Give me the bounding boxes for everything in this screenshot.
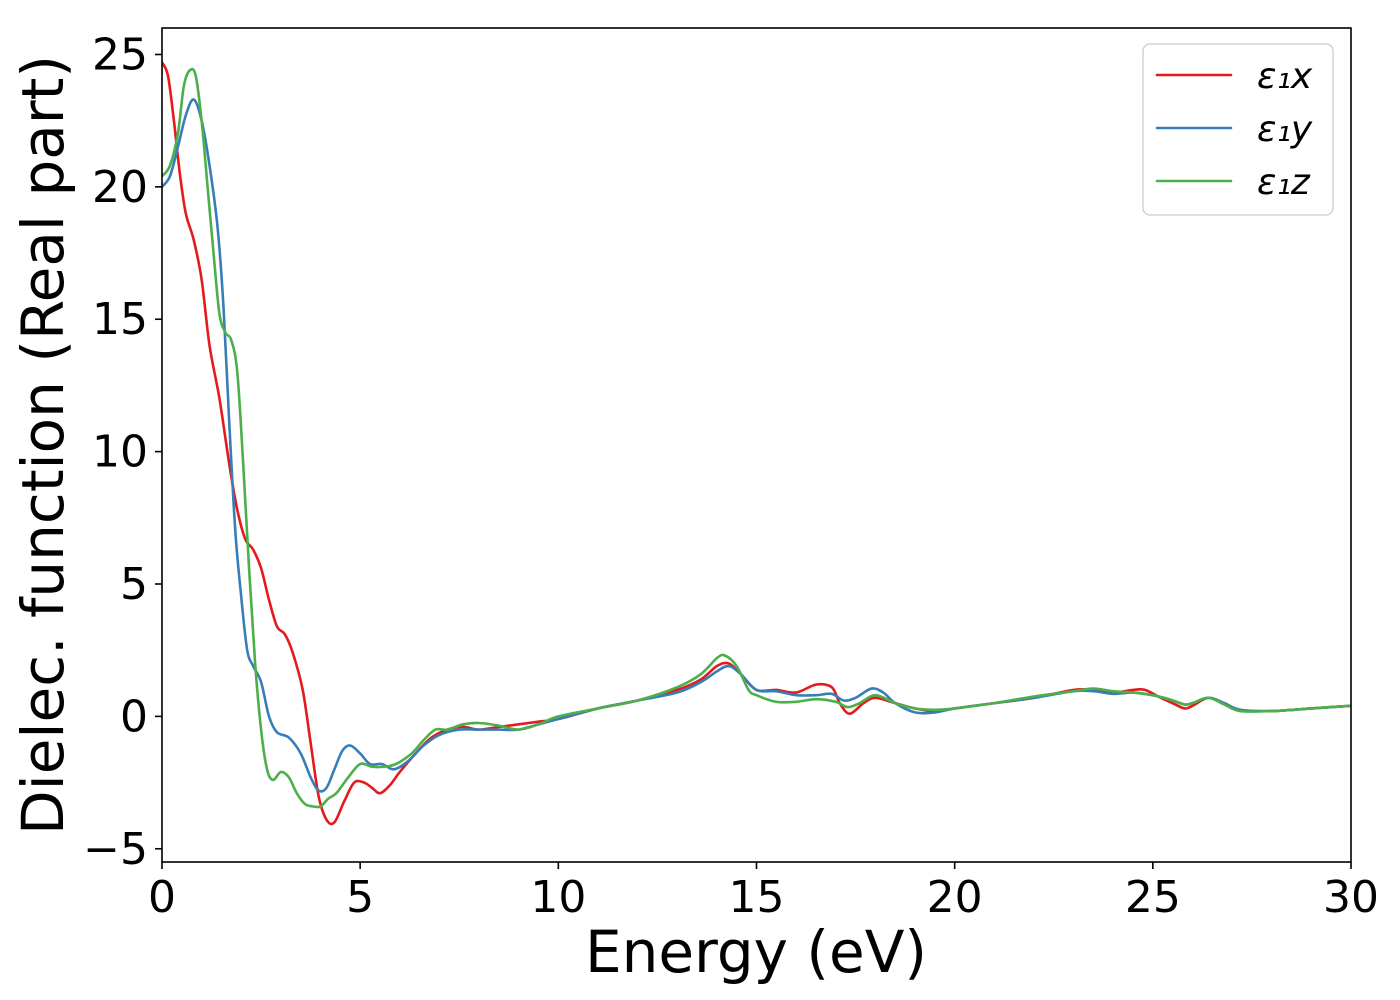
- legend: ε₁x ε₁y ε₁z: [1142, 43, 1334, 216]
- x-axis-ticks: 0 5 10 15 20 25 30: [148, 862, 1379, 923]
- series-line-e1z: [162, 67, 1351, 809]
- legend-box: [1142, 43, 1334, 216]
- x-tick-label: 30: [1323, 872, 1379, 923]
- x-axis-label: Energy (eV): [585, 918, 927, 986]
- y-tick-label: 25: [92, 29, 148, 80]
- y-axis-ticks: −5 0 5 10 15 20 25: [83, 29, 162, 875]
- x-tick-label: 0: [148, 872, 176, 923]
- y-tick-label: 5: [120, 559, 148, 610]
- y-tick-label: 0: [120, 691, 148, 742]
- x-tick-label: 20: [927, 872, 983, 923]
- y-tick-label: −5: [83, 824, 148, 875]
- x-tick-label: 5: [346, 872, 374, 923]
- y-tick-label: 20: [92, 162, 148, 213]
- legend-label-e1z: ε₁z: [1257, 162, 1311, 203]
- y-tick-label: 10: [92, 427, 148, 478]
- legend-label-e1x: ε₁x: [1257, 56, 1313, 97]
- x-tick-label: 10: [530, 872, 586, 923]
- y-axis-label: Dielec. function (Real part): [9, 55, 77, 835]
- x-tick-label: 15: [729, 872, 785, 923]
- legend-label-e1y: ε₁y: [1257, 109, 1313, 150]
- y-tick-label: 15: [92, 294, 148, 345]
- series-layer: [162, 61, 1351, 826]
- x-tick-label: 25: [1125, 872, 1181, 923]
